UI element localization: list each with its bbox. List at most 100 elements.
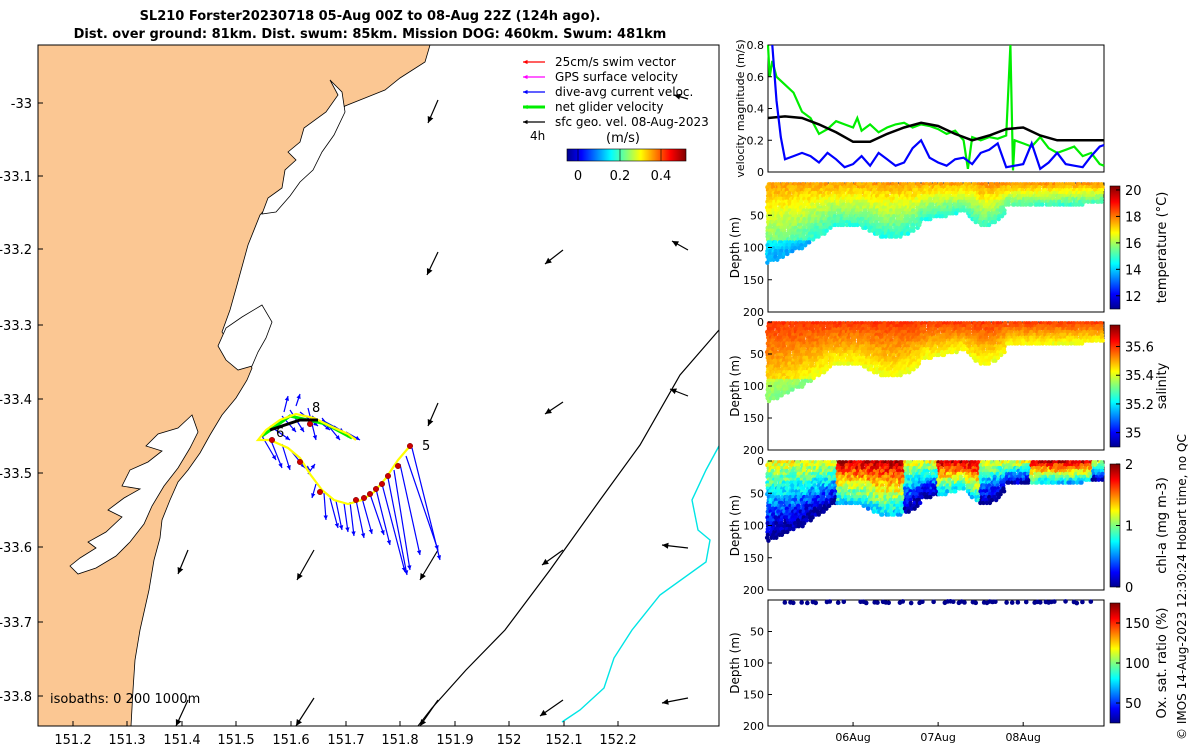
current-arrow-2 <box>399 463 422 556</box>
geo-arrow-0 <box>427 99 439 124</box>
colorbar-tick-label: 0.4 <box>651 169 672 184</box>
map-y-tick-label: -33.4 <box>0 393 32 408</box>
map-x-tick-label: 151.6 <box>272 733 309 748</box>
surfacing-1 <box>395 463 402 470</box>
current-arrow-7-head <box>380 530 385 535</box>
geo-arrow-5 <box>427 402 439 427</box>
surfacing-10 <box>269 437 276 444</box>
map-x-tick-label: 152 <box>497 733 522 748</box>
surfacing-4 <box>373 486 380 493</box>
geo-arrow-11 <box>541 549 564 566</box>
legend-arrow-0-head <box>523 59 528 65</box>
map-y-tick-label: -33.8 <box>0 690 32 705</box>
legend-arrow-2-head <box>523 89 528 95</box>
map-x-tick-label: 151.8 <box>381 733 418 748</box>
geo-arrow-3-head <box>545 257 552 264</box>
geo-arrow-14-head <box>296 719 302 726</box>
current-arrow-10 <box>349 501 356 537</box>
surfacing-0 <box>407 443 414 450</box>
geo-arrow-2 <box>426 251 439 276</box>
legend-arrow-0 <box>523 59 545 65</box>
current-arrow-11 <box>343 502 350 533</box>
geo-arrow-16-head <box>540 709 547 716</box>
current-arrow-31-head <box>296 394 301 399</box>
geo-arrow-17 <box>661 697 689 705</box>
current-arrow-10-shaft <box>349 501 355 537</box>
map-y-tick-label: -33.3 <box>0 319 32 334</box>
colorbar-unit: (m/s) <box>606 131 640 146</box>
current-arrow-9-shaft <box>355 499 365 539</box>
colorbar-tick-label: 0.2 <box>610 169 631 184</box>
legend-label-3: net glider velocity <box>555 100 663 114</box>
geo-arrow-9 <box>296 549 315 581</box>
current-arrow-2-head <box>416 550 422 555</box>
geo-arrow-12-head <box>662 542 669 549</box>
surfacing-9 <box>297 459 304 466</box>
colorbar-tick-label: 0 <box>574 169 582 184</box>
current-arrow-22-head <box>285 435 290 440</box>
surfacing-5 <box>367 491 374 498</box>
current-arrow-31 <box>295 393 301 407</box>
surfacing-7 <box>353 497 360 504</box>
map-plot-area: 568 <box>38 45 719 726</box>
isobaths-label: isobaths: 0 200 1000m <box>50 692 200 707</box>
current-arrow-13 <box>329 497 339 529</box>
map-x-tick-label: 152.2 <box>599 733 636 748</box>
current-arrow-1 <box>405 455 439 551</box>
map-y-tick-label: -33.1 <box>0 170 32 185</box>
map-x-tick-label: 151.7 <box>327 733 364 748</box>
map-x-tick-label: 151.2 <box>54 733 91 748</box>
current-arrow-9-head <box>360 533 366 538</box>
geo-arrow-7 <box>669 388 689 397</box>
current-arrow-8-shaft <box>361 497 373 535</box>
legend-label-2: dive-avg current veloc. <box>555 85 693 99</box>
geo-arrow-15 <box>419 699 439 726</box>
geo-arrow-6 <box>544 401 564 415</box>
current-arrow-15 <box>311 483 317 499</box>
current-arrow-2-shaft <box>399 463 421 556</box>
surfacing-11 <box>307 421 314 428</box>
legend-arrow-1-head <box>523 74 528 80</box>
map-y-tick-label: -33.6 <box>0 541 32 556</box>
legend-label-1: GPS surface velocity <box>555 70 678 84</box>
current-arrow-1-shaft <box>405 455 439 551</box>
legend-arrow-4-head <box>523 119 528 125</box>
legend-note: 4h <box>530 129 545 143</box>
map-y-tick-label: -33.7 <box>0 616 32 631</box>
legend-label-4: sfc geo. vel. 08-Aug-2023 <box>555 115 709 129</box>
geo-arrow-4 <box>671 240 689 251</box>
current-arrow-0 <box>411 447 442 561</box>
land-mass <box>38 45 431 726</box>
current-arrow-30 <box>283 395 290 413</box>
current-arrow-8 <box>361 497 373 535</box>
geo-arrow-16 <box>539 699 564 717</box>
speed-colorbar <box>566 148 687 162</box>
map-x-tick-label: 151.3 <box>108 733 145 748</box>
current-arrow-14 <box>323 492 328 521</box>
geo-arrow-8 <box>177 549 189 575</box>
dive-avg-current-arrows <box>261 393 442 576</box>
geo-arrow-11-head <box>542 558 549 565</box>
map-x-tick-label: 151.5 <box>217 733 254 748</box>
glider-track: 568 <box>255 393 442 576</box>
current-arrow-16-head <box>310 464 315 469</box>
legend-arrow-4 <box>523 119 545 125</box>
legend-arrow-3 <box>523 104 545 110</box>
legend-label-0: 25cm/s swim vector <box>555 55 676 69</box>
map-y-tick-label: -33.5 <box>0 467 32 482</box>
current-arrow-14-head <box>323 515 328 520</box>
geo-arrow-3 <box>544 249 564 265</box>
geo-arrow-12 <box>661 542 689 549</box>
map-y-tick-label: -33 <box>11 97 32 112</box>
map-x-tick-label: 151.9 <box>436 733 473 748</box>
surfacing-6 <box>361 495 368 502</box>
legend-arrow-2 <box>523 89 545 95</box>
map-y-tick-label: -33.2 <box>0 243 32 258</box>
surfacing-2 <box>385 473 392 480</box>
legend-arrow-1 <box>523 74 545 80</box>
geo-arrow-6-head <box>545 407 552 414</box>
map-x-tick-label: 151.4 <box>163 733 200 748</box>
surfacing-3 <box>379 481 386 488</box>
